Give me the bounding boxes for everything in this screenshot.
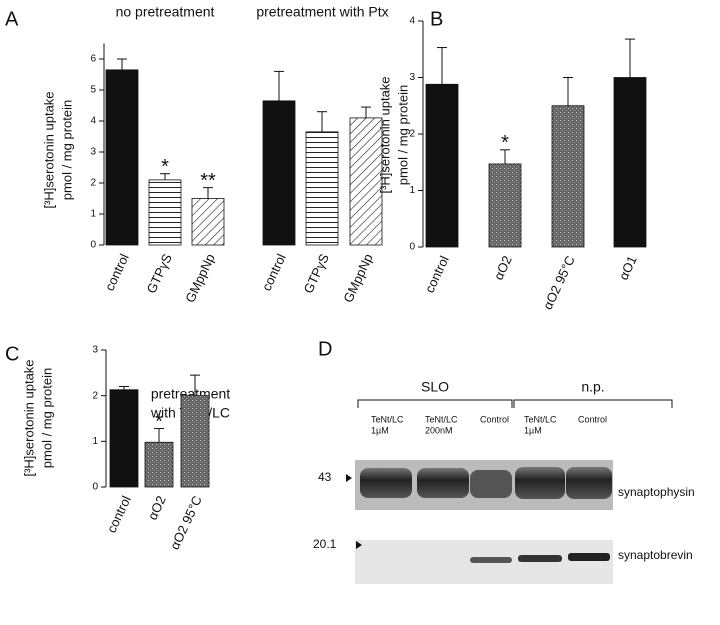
y-tick-label: 1	[90, 209, 96, 220]
significance: *	[501, 132, 509, 154]
x-tick-label: αO2	[491, 253, 515, 282]
bar	[488, 163, 522, 248]
lane-label: TeNt/LC	[425, 414, 458, 424]
y-tick-label: 0	[409, 242, 415, 253]
y-tick-label: 0	[92, 482, 98, 493]
marker-label: 43	[318, 470, 332, 484]
x-tick-label: control	[104, 493, 134, 535]
x-tick-label: control	[422, 253, 452, 295]
lane-label: Control	[480, 414, 509, 424]
y-tick-label: 2	[409, 129, 415, 140]
y-tick-label: 3	[409, 72, 415, 83]
bar	[613, 77, 647, 248]
y-tick-label: 6	[90, 54, 96, 65]
y-axis-label: pmol / mg protein	[39, 368, 54, 468]
y-axis-label: [³H]serotonin uptake	[41, 91, 56, 208]
significance: *	[161, 156, 169, 178]
chart-title: pretreatment	[151, 386, 230, 402]
bar	[551, 105, 585, 248]
bracket	[357, 399, 513, 408]
x-tick-label: GTPγS	[301, 251, 332, 296]
band-label: synaptophysin	[618, 485, 695, 499]
lane-label: 1µM	[371, 425, 389, 435]
panel-letter: C	[5, 343, 19, 365]
bar	[305, 131, 339, 246]
x-tick-label: αO2 95°C	[167, 493, 205, 551]
x-tick-label: control	[102, 251, 132, 293]
marker-label: 20.1	[313, 537, 337, 551]
lane-label: 200nM	[425, 425, 453, 435]
lane-label: 1µM	[524, 425, 542, 435]
group-title: no pretreatment	[116, 4, 215, 20]
significance: **	[200, 170, 216, 192]
y-tick-label: 1	[409, 185, 415, 196]
lane-label: Control	[578, 414, 607, 424]
bar	[148, 179, 182, 246]
y-tick-label: 1	[92, 436, 98, 447]
band-label: synaptobrevin	[618, 548, 693, 562]
group-label: SLO	[421, 379, 449, 395]
panel-letter: D	[318, 338, 332, 360]
x-tick-label: GTPγS	[144, 251, 175, 296]
y-tick-label: 0	[90, 240, 96, 251]
x-tick-label: αO2 95°C	[540, 253, 578, 311]
lane-label: TeNt/LC	[371, 414, 404, 424]
bar	[191, 198, 225, 246]
bar	[144, 441, 174, 488]
group-label: n.p.	[581, 379, 604, 395]
panel-letter: A	[5, 8, 19, 30]
group-title: pretreatment with Ptx	[256, 4, 388, 20]
bar	[262, 100, 296, 246]
y-tick-label: 4	[409, 16, 415, 27]
y-tick-label: 2	[92, 390, 98, 401]
bar	[180, 395, 210, 488]
y-axis-label: [³H]serotonin uptake	[21, 359, 36, 476]
y-tick-label: 3	[90, 147, 96, 158]
x-tick-label: GMppNp	[340, 251, 376, 304]
y-tick-label: 2	[90, 178, 96, 189]
bracket	[513, 399, 673, 408]
y-tick-label: 5	[90, 85, 96, 96]
bar	[109, 389, 139, 488]
lane-label: TeNt/LC	[524, 414, 557, 424]
y-axis-label: pmol / mg protein	[395, 85, 410, 185]
panel-letter: B	[430, 8, 443, 30]
significance: *	[155, 411, 163, 433]
blot-art	[346, 460, 613, 584]
y-tick-label: 4	[90, 116, 96, 127]
y-axis-label: pmol / mg protein	[59, 100, 74, 200]
bar	[105, 69, 139, 246]
y-tick-label: 3	[92, 345, 98, 356]
x-tick-label: control	[259, 251, 289, 293]
y-axis-label: [³H]serotonin uptake	[377, 76, 392, 193]
x-tick-label: GMppNp	[182, 251, 218, 304]
bar	[425, 83, 459, 248]
x-tick-label: αO2	[145, 493, 169, 522]
x-tick-label: αO1	[616, 253, 640, 282]
